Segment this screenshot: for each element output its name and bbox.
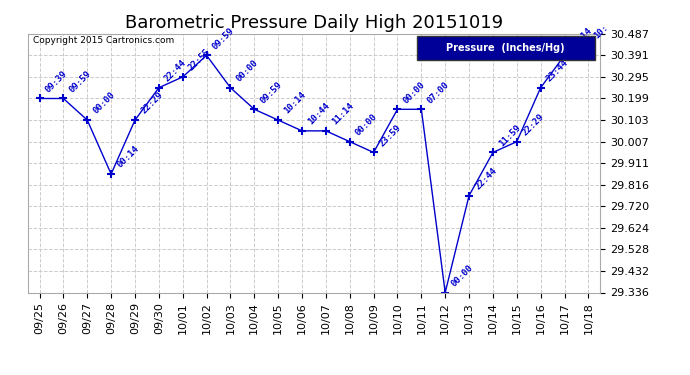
Text: 10:14: 10:14 <box>282 90 308 116</box>
Text: 23:44: 23:44 <box>545 58 570 84</box>
Text: 00:14: 00:14 <box>115 144 141 170</box>
Text: Pressure  (Inches/Hg): Pressure (Inches/Hg) <box>446 43 565 53</box>
Text: 22:29: 22:29 <box>139 90 164 116</box>
Text: 22:44: 22:44 <box>473 166 499 192</box>
Text: 23:59: 23:59 <box>377 123 403 148</box>
Text: 09:39: 09:39 <box>43 69 69 94</box>
Bar <box>417 36 595 60</box>
Text: 10:: 10: <box>593 22 610 40</box>
Text: Copyright 2015 Cartronics.com: Copyright 2015 Cartronics.com <box>33 36 175 45</box>
Text: 07:00: 07:00 <box>426 80 451 105</box>
Text: 22:55: 22:55 <box>187 47 213 73</box>
Text: 00:00: 00:00 <box>449 263 475 288</box>
Text: 00:00: 00:00 <box>91 90 117 116</box>
Text: 00:00: 00:00 <box>402 80 427 105</box>
Title: Barometric Pressure Daily High 20151019: Barometric Pressure Daily High 20151019 <box>125 14 503 32</box>
Text: 00:00: 00:00 <box>354 112 380 138</box>
Text: 09:14: 09:14 <box>569 26 594 51</box>
Text: 00:00: 00:00 <box>235 58 260 84</box>
Text: 11:59: 11:59 <box>497 123 522 148</box>
Text: 11:14: 11:14 <box>330 101 355 127</box>
Text: 22:29: 22:29 <box>521 112 546 138</box>
Text: 09:59: 09:59 <box>68 69 93 94</box>
Text: 22:44: 22:44 <box>163 58 188 84</box>
Text: 09:59: 09:59 <box>259 80 284 105</box>
Text: 10:44: 10:44 <box>306 101 332 127</box>
Text: 09:59: 09:59 <box>210 26 236 51</box>
